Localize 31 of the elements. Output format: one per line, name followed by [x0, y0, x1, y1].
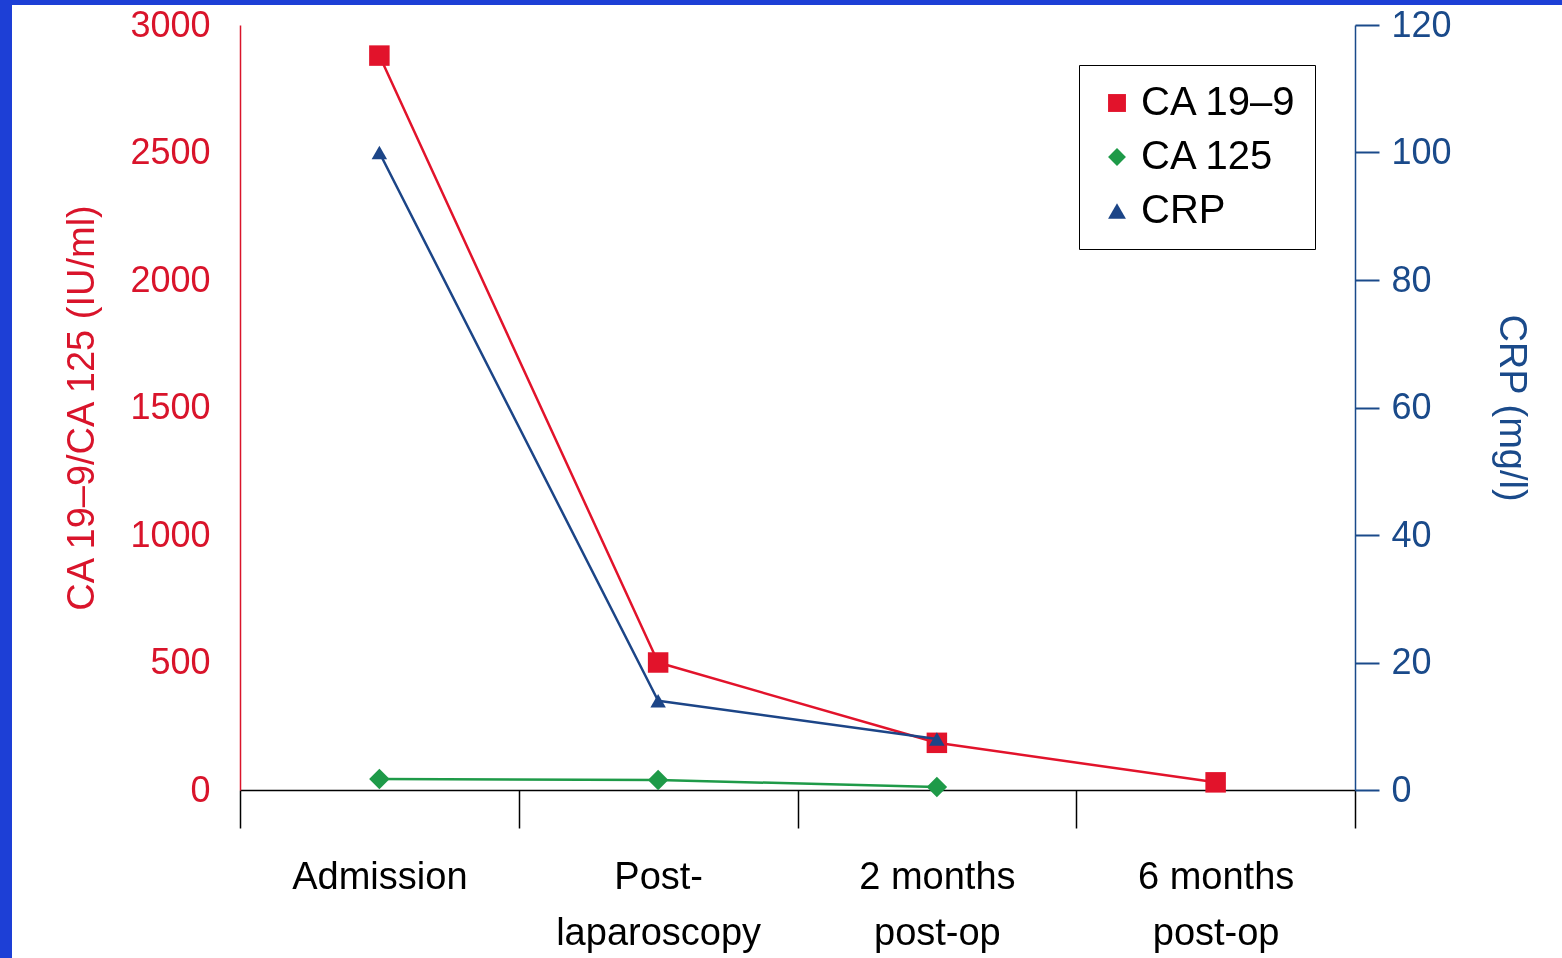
point	[647, 652, 669, 673]
y2-tick-label: 80	[1391, 258, 1432, 300]
point	[926, 776, 948, 798]
y2-tick-label: 100	[1391, 131, 1452, 172]
point	[1205, 772, 1226, 793]
point	[369, 768, 390, 790]
y2-tick-label: 40	[1391, 513, 1432, 555]
y-tick-label: 1000	[130, 513, 211, 555]
point	[650, 694, 666, 708]
y-tick-label: 3000	[130, 3, 211, 45]
y2-tick-label: 60	[1391, 386, 1432, 427]
point	[371, 145, 388, 160]
y-tick-label: 0	[190, 768, 211, 810]
legend-label: CRP	[1141, 187, 1226, 231]
point	[647, 769, 669, 791]
y2-tick-label: 20	[1391, 641, 1432, 682]
y2-tick-label: 0	[1391, 768, 1412, 810]
y2-tick-label: 120	[1391, 3, 1452, 45]
y-tick-label: 2000	[130, 258, 211, 300]
y-tick-label: 500	[150, 641, 211, 682]
x-tick-label: 6 months post-op	[1137, 854, 1295, 953]
y-axis-title: CA 19–9/CA 125 (IU/ml)	[60, 205, 103, 611]
y2-axis-title: CRP (mg/l)	[1491, 314, 1534, 502]
x-tick-label: Admission	[292, 854, 468, 897]
x-tick-label: 2 months post-op	[859, 854, 1016, 953]
legend-label: CA 125	[1141, 133, 1273, 177]
point	[369, 45, 390, 66]
legend-label: CA 19–9	[1141, 79, 1295, 123]
y-tick-label: 2500	[130, 131, 211, 172]
y-tick-label: 1500	[130, 386, 211, 427]
x-tick-label: Post- laparoscopy	[556, 854, 762, 953]
